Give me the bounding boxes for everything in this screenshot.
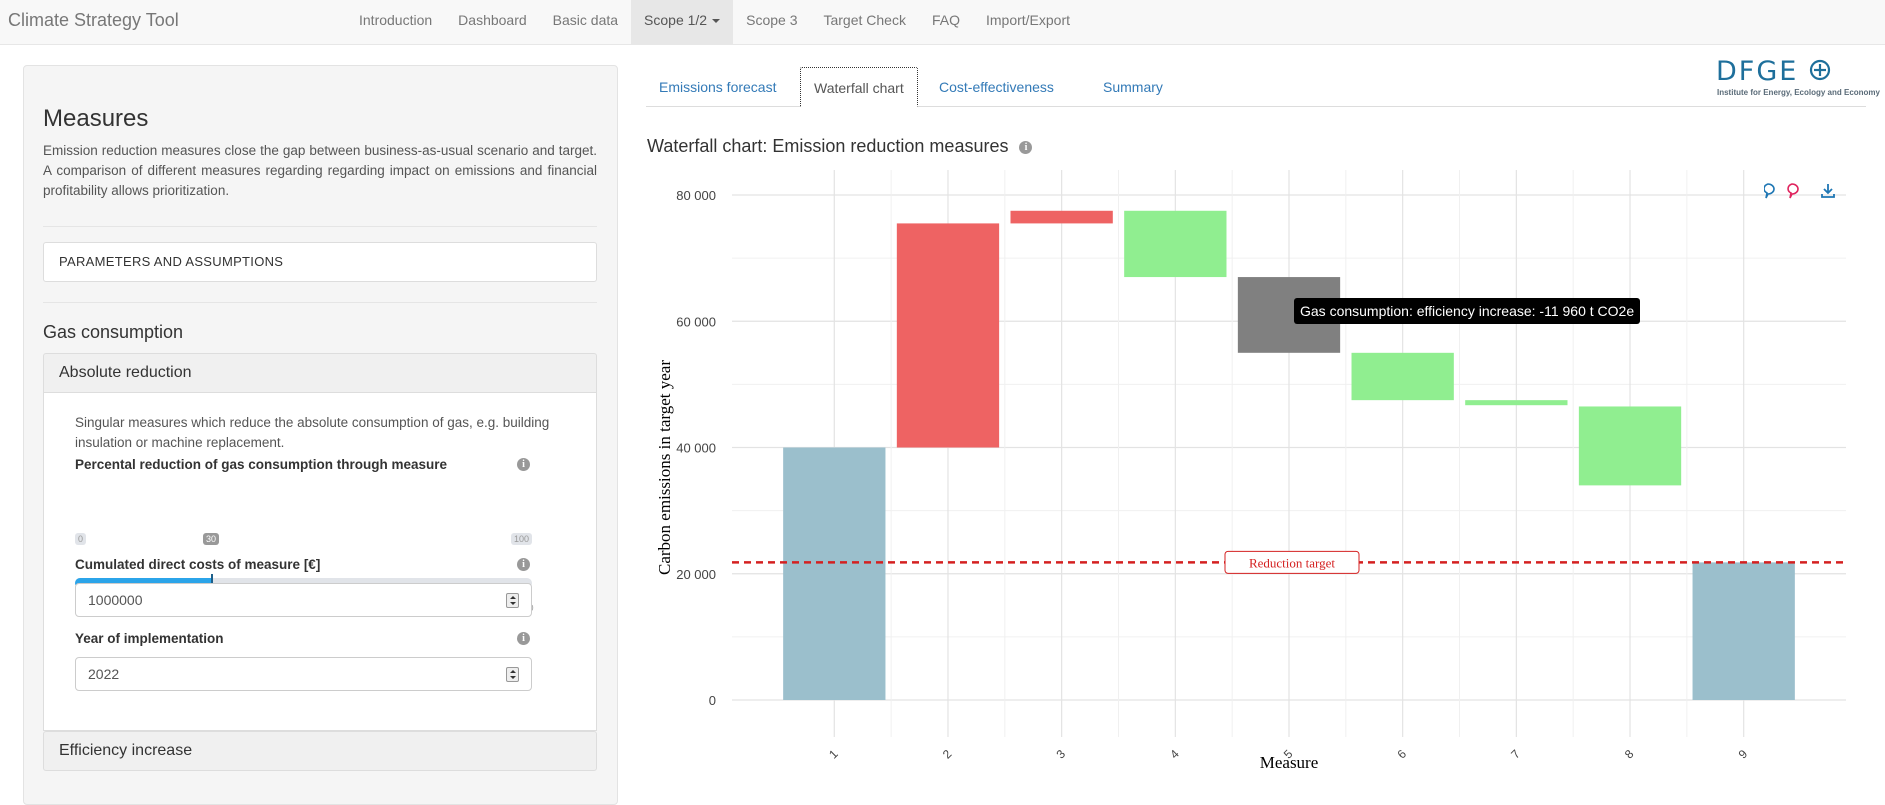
waterfall-bar — [1124, 210, 1227, 278]
chart-title: Waterfall chart: Emission reduction meas… — [647, 136, 1033, 157]
plus-circle-icon — [1809, 59, 1831, 81]
panel-description: Singular measures which reduce the absol… — [75, 415, 550, 450]
slider-min-label: 0 — [75, 533, 87, 545]
parameters-assumptions-button[interactable]: PARAMETERS AND ASSUMPTIONS — [43, 242, 597, 282]
reduction-target-label-box — [1224, 550, 1360, 574]
waterfall-bar — [1010, 210, 1113, 224]
nav-dashboard[interactable]: Dashboard — [458, 12, 527, 28]
year-label: Year of implementation — [75, 631, 224, 646]
x-tick-label: 7 — [1508, 747, 1523, 762]
tooltip-compare-icon[interactable] — [1763, 183, 1775, 199]
logo-text: DFGE — [1716, 56, 1831, 87]
x-tick-label: 6 — [1395, 747, 1410, 762]
chart-tooltip: Gas consumption: efficiency increase: -1… — [1294, 298, 1641, 324]
tab-waterfall-chart[interactable]: Waterfall chart — [800, 67, 918, 107]
year-input[interactable]: 2022 — [75, 657, 532, 691]
sidebar-panel: Measures Emission reduction measures clo… — [23, 65, 618, 805]
y-tick-label: 20 000 — [676, 567, 716, 582]
sidebar-title: Measures — [43, 105, 149, 132]
divider — [43, 226, 597, 227]
chart-toolbar — [1763, 182, 1844, 200]
slider-max-label: 100 — [511, 533, 533, 545]
tooltip-closest-icon[interactable] — [1787, 183, 1799, 199]
tab-emissions-forecast[interactable]: Emissions forecast — [659, 79, 777, 95]
x-tick-label: 2 — [940, 747, 955, 762]
y-tick-label: 60 000 — [676, 314, 716, 329]
waterfall-chart: 0 20 000 40 000 60 000 80 000 Reduction targe… — [655, 170, 1846, 772]
nav-scope-3[interactable]: Scope 3 — [746, 12, 798, 28]
info-icon[interactable]: i — [517, 458, 530, 471]
year-value: 2022 — [88, 666, 120, 682]
y-tick-label: 80 000 — [676, 188, 716, 203]
nav-faq[interactable]: FAQ — [931, 12, 960, 28]
chart-title-text: Waterfall chart: Emission reduction meas… — [647, 136, 1009, 156]
x-tick-label: 4 — [1167, 747, 1182, 762]
costs-stepper[interactable] — [506, 593, 519, 608]
x-tick-label: 8 — [1622, 747, 1637, 762]
nav-import-export[interactable]: Import/Export — [985, 12, 1071, 28]
costs-label: Cumulated direct costs of measure [€] — [75, 557, 321, 572]
x-tick-label: 3 — [1054, 747, 1069, 762]
download-icon[interactable] — [1821, 184, 1835, 198]
waterfall-bar — [1465, 400, 1568, 406]
nav-scope-1-2-label: Scope 1/2 — [644, 12, 708, 28]
year-stepper[interactable] — [506, 667, 519, 682]
waterfall-bar — [1578, 406, 1682, 486]
section-title-gas: Gas consumption — [43, 322, 184, 342]
panel-efficiency-increase-header[interactable]: Efficiency increase — [43, 731, 597, 771]
x-tick-label: 1 — [826, 747, 841, 762]
main-tabs: Emissions forecast Waterfall chart Cost-… — [646, 65, 1866, 107]
logo-subtitle: Institute for Energy, Ecology and Econom… — [1717, 88, 1880, 97]
slider-value-label: 30 — [203, 533, 220, 545]
waterfall-bar — [1692, 562, 1795, 700]
nav-basic-data[interactable]: Basic data — [552, 12, 619, 28]
panel-absolute-reduction-header[interactable]: Absolute reduction — [43, 353, 597, 393]
divider — [43, 302, 597, 303]
nav-scope-1-2[interactable]: Scope 1/2 — [631, 0, 734, 44]
tab-summary[interactable]: Summary — [1103, 79, 1163, 95]
app-title[interactable]: Climate Strategy Tool — [8, 10, 179, 30]
panel-absolute-reduction-body: Singular measures which reduce the absol… — [43, 393, 597, 731]
tab-cost-effectiveness[interactable]: Cost-effectiveness — [939, 79, 1054, 95]
costs-input[interactable]: 1000000 — [75, 583, 532, 617]
dfge-logo: DFGE Institute for Energy, Ecology and E… — [1716, 56, 1880, 102]
info-icon[interactable]: i — [517, 632, 530, 645]
costs-value: 1000000 — [88, 592, 143, 608]
waterfall-bar — [783, 447, 886, 700]
reduction-target-label: Reduction target — [1249, 555, 1335, 570]
nav-target-check[interactable]: Target Check — [823, 12, 906, 28]
sidebar-description: Emission reduction measures close the ga… — [43, 143, 597, 198]
info-icon[interactable]: i — [1019, 141, 1033, 154]
info-icon[interactable]: i — [517, 558, 530, 571]
caret-down-icon — [712, 19, 721, 24]
x-tick-label: 9 — [1736, 747, 1751, 762]
nav-introduction[interactable]: Introduction — [359, 12, 433, 28]
waterfall-bar — [896, 223, 1000, 448]
slider-label: Percental reduction of gas consumption t… — [75, 457, 448, 472]
waterfall-bar — [1351, 352, 1454, 401]
y-tick-label: 40 000 — [676, 441, 716, 456]
nav-menu: Introduction Dashboard Basic data Scope … — [346, 0, 1083, 44]
y-tick-label: 0 — [709, 693, 716, 708]
y-axis-title: Carbon emissions in target year — [655, 360, 674, 575]
navbar: Climate Strategy Tool Introduction Dashb… — [0, 0, 1885, 45]
x-axis-title: Measure — [1260, 753, 1319, 772]
